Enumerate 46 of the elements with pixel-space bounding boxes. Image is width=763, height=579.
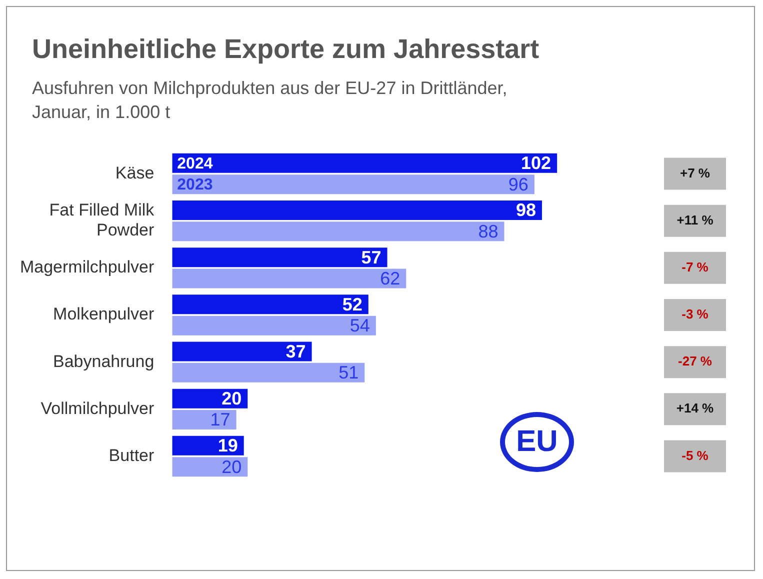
y-tick-label: Käse	[115, 163, 154, 182]
data-label: 88	[478, 221, 498, 242]
y-tick-label: Butter	[108, 446, 154, 465]
bar	[172, 174, 534, 194]
series-label: 2024	[177, 156, 213, 173]
y-tick-label: Magermilchpulver	[20, 258, 154, 277]
bar	[172, 436, 244, 456]
text: +7 %	[680, 165, 710, 180]
data-label: 57	[361, 247, 382, 268]
data-label: 102	[521, 153, 552, 174]
y-tick-label: Vollmilchpulver	[40, 398, 154, 418]
text: -27 %	[678, 354, 712, 369]
data-label: 17	[210, 410, 230, 430]
series-label: 2023	[177, 176, 213, 194]
text: +14 %	[676, 400, 714, 416]
bar	[172, 294, 368, 314]
data-label: 52	[342, 294, 362, 314]
text: -3 %	[682, 306, 709, 322]
text: -7 %	[682, 259, 709, 274]
data-label: 20	[222, 388, 242, 409]
y-tick-label: Babynahrung	[53, 352, 154, 371]
annotation: EU	[500, 412, 574, 472]
data-label: 51	[338, 362, 359, 383]
chart-title: Uneinheitliche Exporte zum Jahresstart	[32, 34, 540, 65]
data-label: 96	[508, 174, 528, 194]
bar	[172, 410, 236, 430]
data-label: 54	[350, 316, 370, 336]
text: -5 %	[682, 448, 709, 463]
chart-subtitle: Ausfuhren von Milchprodukten aus der EU-27 in Drittländer, Januar, in 1.000 t	[32, 77, 508, 124]
bar	[172, 362, 365, 382]
bar	[172, 222, 504, 242]
data-label: 19	[218, 436, 238, 456]
bar	[172, 200, 542, 220]
bar	[172, 342, 312, 362]
y-tick-label: Fat Filled Milk Powder	[49, 200, 155, 240]
data-label: 20	[222, 456, 242, 477]
data-label: 98	[516, 200, 536, 220]
bar	[172, 153, 558, 173]
data-label: 37	[286, 341, 306, 362]
y-tick-label: Molkenpulver	[53, 304, 154, 324]
bar	[172, 316, 376, 336]
bar	[172, 248, 388, 268]
bar	[172, 457, 248, 477]
text: +11 %	[676, 212, 714, 228]
bar	[172, 268, 406, 288]
data-label: 62	[380, 268, 400, 288]
